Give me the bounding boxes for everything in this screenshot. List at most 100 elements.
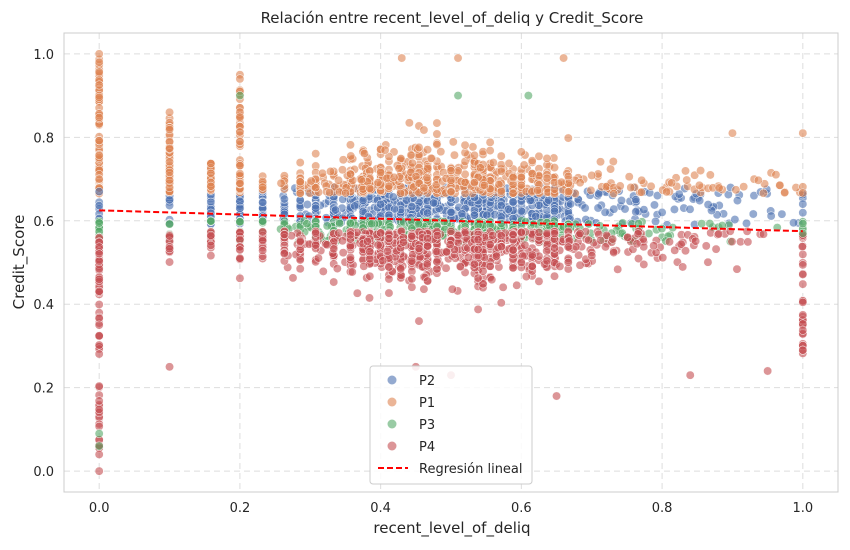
point-p4 [508,245,518,255]
point-p2 [742,218,751,228]
point-p2 [390,204,400,214]
point-p4 [94,405,104,414]
point-p4 [711,244,721,254]
point-p1 [432,129,442,139]
legend-marker-p1 [387,397,397,407]
point-p2 [748,209,758,219]
point-p3 [697,219,707,229]
point-p4 [521,272,531,282]
point-p4 [94,320,104,330]
point-p2 [544,195,554,205]
point-p3 [346,218,355,228]
point-p4 [453,231,463,240]
point-p1 [206,181,216,191]
point-p4 [373,240,383,250]
point-p3 [798,228,808,238]
point-p4 [798,249,808,259]
point-p2 [388,192,398,202]
point-p4 [378,256,388,266]
point-p1 [626,183,636,192]
point-p1 [516,180,526,190]
point-p4 [665,237,674,247]
point-p2 [733,196,742,206]
point-p2 [311,203,321,213]
point-p4 [398,237,408,247]
point-p4 [365,293,374,303]
point-p1 [94,80,104,90]
point-p3 [439,217,449,227]
point-p4 [763,366,773,376]
x-tick-label: 0.0 [89,501,110,516]
point-p4 [94,449,104,459]
point-p4 [396,264,406,274]
point-p4 [414,316,424,326]
point-p1 [758,188,768,198]
point-p4 [601,242,610,252]
point-p3 [496,219,506,229]
point-p4 [94,274,104,284]
point-p4 [165,244,174,254]
point-p4 [318,266,328,276]
point-p4 [322,240,332,250]
point-p1 [485,137,495,147]
point-p3 [94,218,104,228]
point-p4 [329,244,339,254]
point-p4 [542,228,552,238]
point-p2 [279,194,289,204]
point-p2 [503,204,513,214]
point-p4 [447,284,457,294]
point-p4 [742,226,752,236]
point-p4 [516,258,526,268]
point-p1 [448,137,458,147]
point-p4 [678,262,688,272]
point-p2 [685,204,695,214]
point-p2 [350,201,360,211]
point-p4 [542,246,552,256]
point-p1 [406,150,416,160]
point-p1 [527,156,537,166]
point-p1 [615,181,625,191]
point-p3 [258,216,268,226]
point-p1 [295,177,305,187]
point-p4 [235,253,245,263]
point-p4 [798,260,808,270]
point-p1 [469,150,479,160]
legend: P2 P1 P3 P4 Regresión lineal [369,365,533,485]
point-p2 [703,200,713,210]
point-p4 [613,264,623,274]
point-p1 [637,175,647,185]
point-p4 [423,234,433,243]
point-p2 [650,200,659,210]
point-p1 [739,182,749,192]
regression-line [99,209,803,233]
point-p4 [235,273,245,283]
point-p1 [334,175,343,185]
point-p4 [534,276,544,286]
point-p3 [657,224,667,234]
point-p1 [341,188,351,198]
point-p1 [389,172,399,182]
point-p4 [596,235,606,245]
point-p4 [407,274,417,284]
point-p1 [667,178,677,188]
point-p1 [94,67,104,77]
point-p1 [326,166,335,176]
point-p4 [422,259,432,269]
point-p4 [258,235,268,245]
point-p4 [352,288,362,298]
point-p1 [606,164,616,174]
point-p1 [419,125,429,135]
point-p2 [639,205,649,215]
legend-label-p4: P4 [419,440,435,455]
point-p4 [574,250,584,260]
y-tick-label: 0.8 [33,131,54,146]
point-p2 [631,207,641,217]
scatter-points [94,49,808,476]
point-p1 [587,170,597,180]
point-p4 [384,233,394,243]
point-p1 [775,180,785,190]
point-p1 [460,178,470,187]
point-p1 [714,183,724,193]
point-p2 [617,196,626,205]
point-p1 [165,125,174,134]
